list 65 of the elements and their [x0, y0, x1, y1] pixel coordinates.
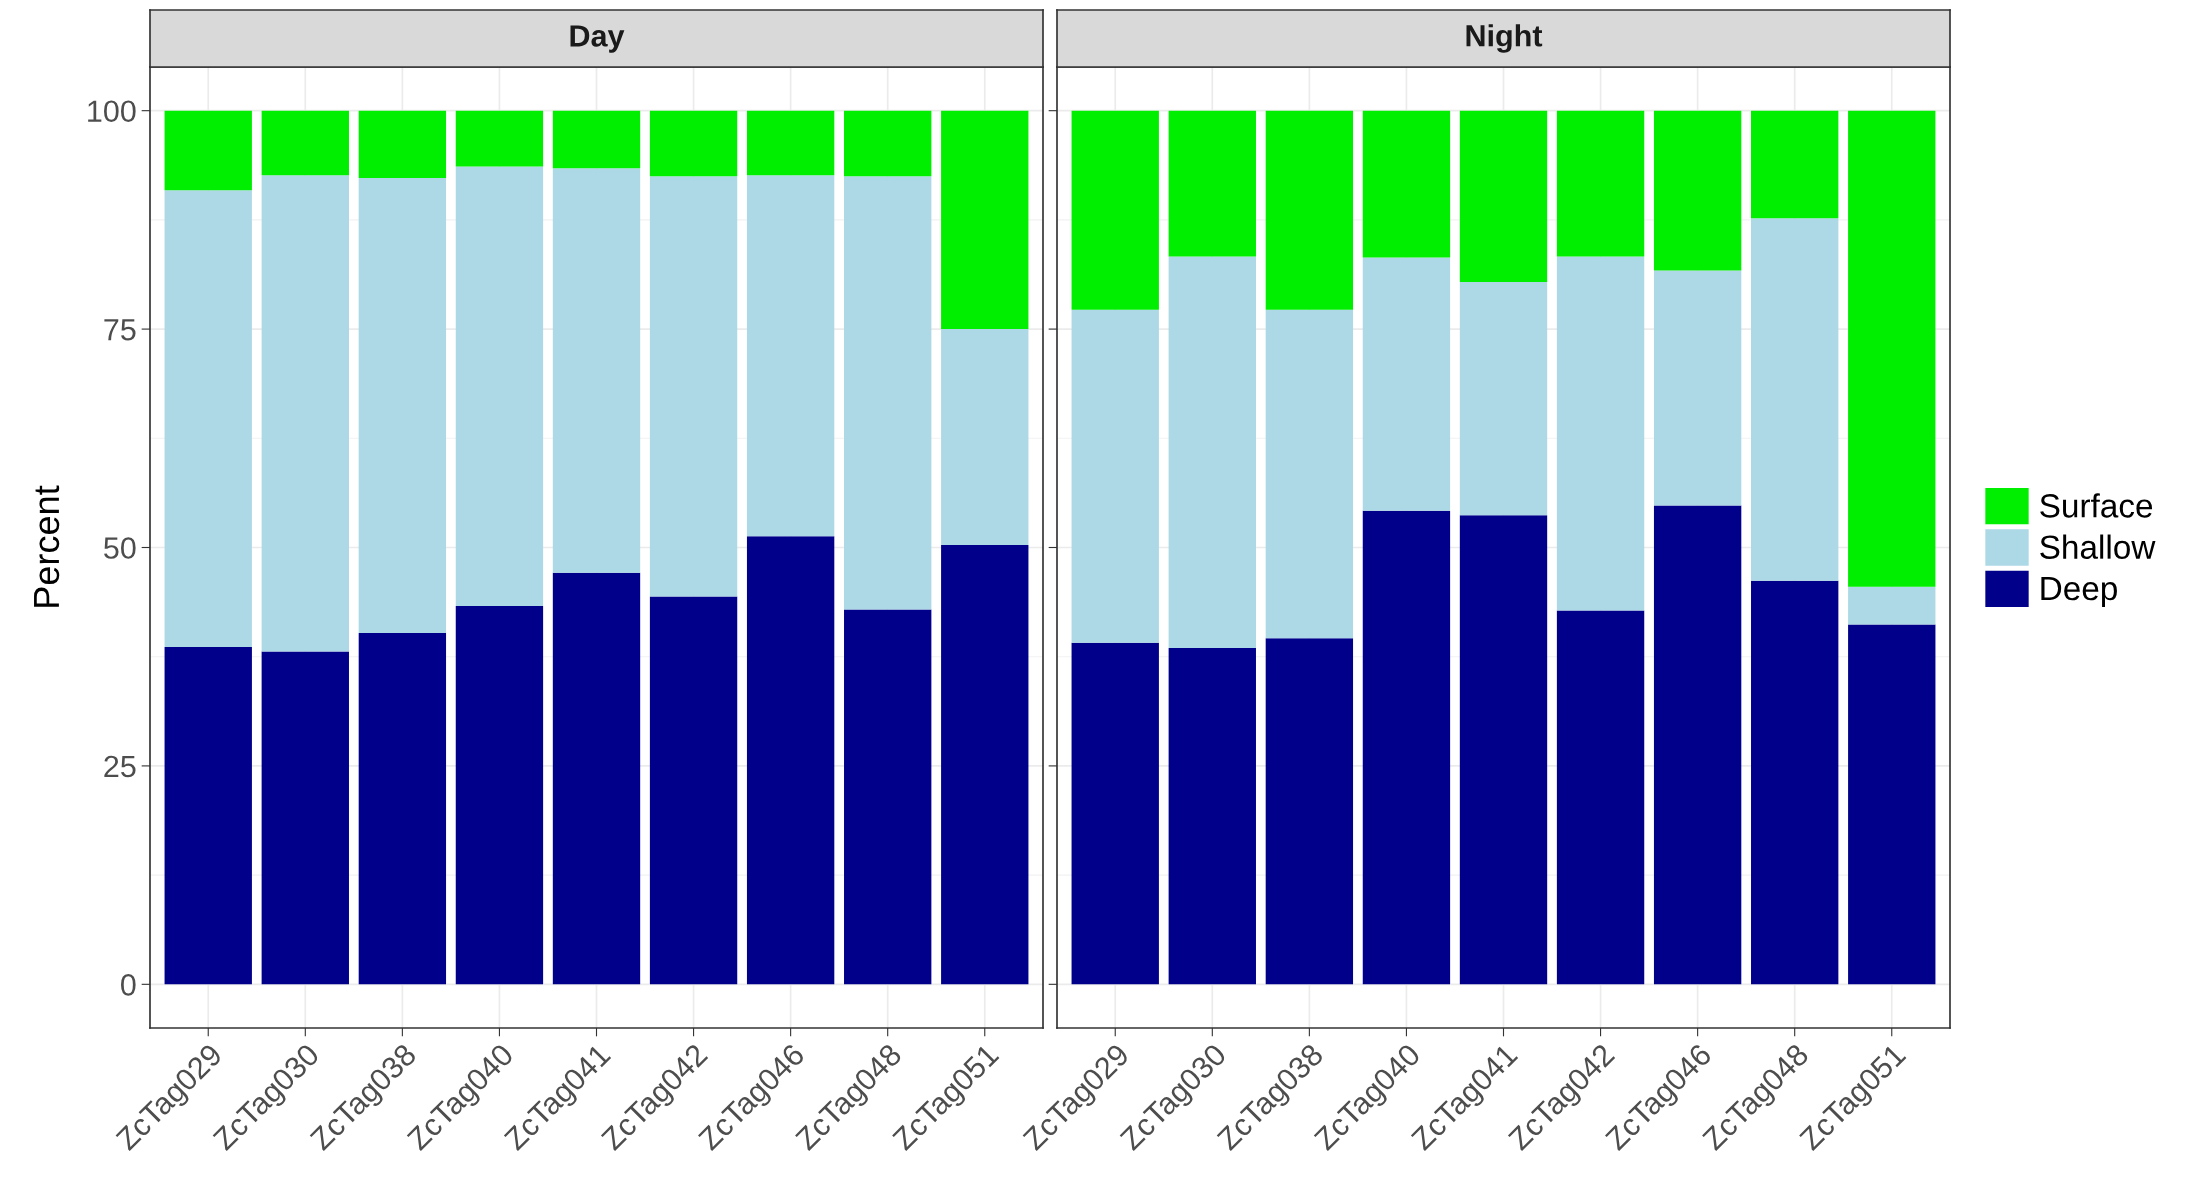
bar: [1556, 110, 1645, 257]
bar: [1265, 309, 1354, 639]
chart-title: Night: [1466, 24, 1543, 53]
bar: [164, 110, 252, 191]
y-tick-label: 0: [121, 974, 136, 996]
bar: [358, 633, 447, 985]
legend-label: Shallow: [2040, 534, 2156, 559]
bar: [844, 176, 932, 610]
bar: [1362, 510, 1451, 985]
bar: [552, 110, 641, 169]
bar: [1653, 110, 1742, 271]
bar: [552, 572, 641, 985]
bar: [1168, 256, 1256, 648]
bar: [649, 110, 738, 177]
bar: [746, 110, 835, 176]
bar: [1751, 580, 1839, 985]
bar: [1362, 257, 1451, 511]
bar: [1071, 642, 1159, 985]
bar: [261, 175, 349, 652]
y-tick-label: 75: [104, 319, 136, 341]
bar: [1168, 647, 1256, 985]
bar: [1848, 586, 1936, 625]
y-tick-label: 50: [104, 537, 136, 559]
bar: [1459, 110, 1548, 282]
bar: [1071, 309, 1159, 643]
bar: [844, 110, 932, 177]
bar: [941, 329, 1029, 545]
bar: [746, 536, 835, 985]
legend-label: Surface: [2040, 493, 2153, 518]
bar: [844, 609, 932, 985]
bar: [1265, 110, 1354, 310]
bar: [455, 606, 544, 985]
y-tick-label: 25: [104, 755, 136, 778]
bar: [1362, 110, 1451, 258]
bar: [1071, 110, 1159, 310]
bar: [1653, 505, 1742, 985]
bar: [164, 647, 252, 985]
bar: [552, 168, 641, 573]
bar: [358, 110, 447, 178]
legend-label: Deep: [2041, 577, 2117, 607]
y-axis-title: Percent: [34, 485, 60, 607]
bar: [1168, 110, 1256, 257]
bar: [261, 110, 349, 176]
bar: [261, 651, 349, 985]
bar: [455, 166, 544, 607]
bar: [649, 596, 738, 985]
y-tick-label: 100: [88, 100, 136, 123]
bar: [941, 110, 1029, 330]
chart-title: Day: [570, 25, 625, 53]
bar: [1751, 110, 1839, 219]
bar: [1459, 281, 1548, 516]
bar: [358, 177, 447, 634]
bar: [1556, 256, 1645, 611]
bar: [1265, 638, 1354, 985]
bar: [1848, 624, 1936, 985]
bar: [164, 190, 252, 648]
bar: [1556, 610, 1645, 985]
bar: [746, 175, 835, 537]
bar: [1848, 110, 1936, 587]
bar: [1653, 270, 1742, 506]
bar: [1459, 515, 1548, 985]
bar: [649, 176, 738, 597]
bar: [1751, 218, 1839, 581]
bar: [941, 544, 1029, 985]
bar: [455, 110, 544, 167]
